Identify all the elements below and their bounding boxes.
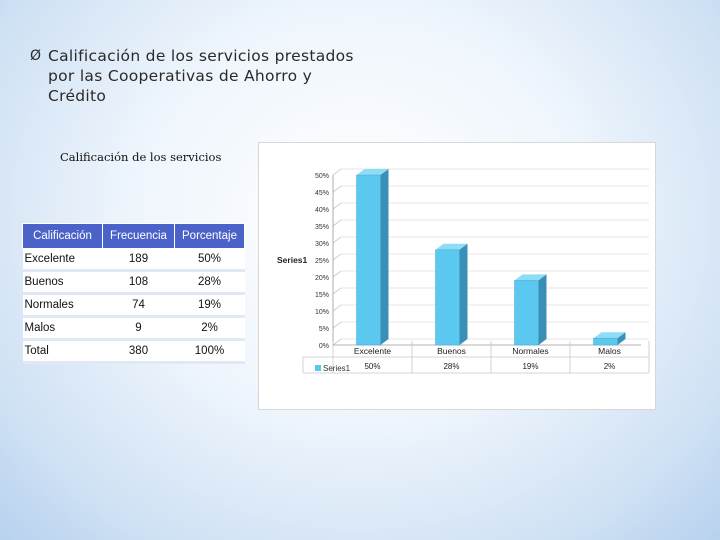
bar: [435, 249, 460, 346]
table-row: Total 380 100%: [22, 339, 245, 364]
data-table-value: 19%: [522, 362, 538, 371]
x-category-label: Excelente: [354, 346, 392, 356]
bar-top: [514, 274, 547, 281]
y-tick-label: 30%: [315, 241, 329, 248]
y-tick-label: 0%: [319, 343, 329, 350]
row-frequency: 189: [102, 248, 175, 272]
header-porcentaje: Porcentaje: [174, 223, 245, 249]
row-percent: 50%: [174, 248, 245, 272]
y-tick-label: 35%: [315, 224, 329, 231]
bar: [356, 174, 381, 346]
bar-side: [380, 169, 389, 345]
gridline-side: [332, 253, 342, 261]
table-row: Malos 9 2%: [22, 316, 245, 341]
y-tick-label: 50%: [315, 173, 329, 180]
bar-top: [435, 243, 468, 250]
bar-top: [593, 332, 626, 339]
gridline-side: [332, 338, 342, 346]
table-header-row: Calificación Frecuencia Porcentaje: [22, 223, 245, 249]
gridline-side: [332, 321, 342, 329]
y-tick-label: 20%: [315, 275, 329, 282]
heading-line-1: Calificación de los servicios prestados: [48, 47, 354, 65]
y-tick-label: 25%: [315, 258, 329, 265]
bar: [514, 280, 539, 346]
row-frequency: 380: [102, 339, 175, 364]
gridline-side: [332, 219, 342, 227]
legend-label: Series1: [323, 364, 351, 373]
heading-line-2: por las Cooperativas de Ahorro y: [48, 67, 313, 85]
gridline-side: [332, 270, 342, 278]
bar-chart: 0% 5% 10% 15% 20% 25% 30% 35% 40% 45% 50% Excelent…: [277, 168, 650, 374]
y-tick-label: 15%: [315, 292, 329, 299]
section-title: Calificación de los servicios: [60, 150, 222, 164]
gridline-side: [332, 185, 342, 193]
row-percent: 2%: [174, 316, 245, 341]
table-row: Buenos 108 28%: [22, 270, 245, 295]
bar-top: [356, 169, 389, 175]
row-frequency: 108: [102, 270, 175, 295]
axis-title: Series1: [277, 255, 308, 265]
frequency-table: Calificación Frecuencia Porcentaje Excel…: [22, 223, 245, 364]
x-category-label: Normales: [512, 346, 548, 356]
row-frequency: 9: [102, 316, 175, 341]
gridline-side: [332, 168, 342, 176]
y-tick-label: 10%: [315, 309, 329, 316]
gridline-side: [332, 304, 342, 312]
bar-side: [617, 332, 626, 345]
row-percent: 100%: [174, 339, 245, 364]
slide-heading: Ø Calificación de los servicios prestado…: [30, 46, 430, 106]
table-row: Excelente 189 50%: [22, 248, 245, 272]
bar-side: [538, 274, 547, 345]
x-category-label: Buenos: [437, 346, 466, 356]
row-label: Total: [22, 339, 103, 364]
gridline-side: [332, 287, 342, 295]
x-category-label: Malos: [598, 346, 621, 356]
row-label: Normales: [22, 293, 103, 318]
gridline-side: [332, 236, 342, 244]
row-percent: 28%: [174, 270, 245, 295]
chart-gridlines: [332, 168, 649, 346]
y-tick-label: 40%: [315, 207, 329, 214]
bar-side: [459, 243, 468, 345]
data-table-value: 28%: [443, 362, 459, 371]
y-axis-ticks: 0% 5% 10% 15% 20% 25% 30% 35% 40% 45% 50%: [315, 173, 329, 350]
chart-data-table: Excelente 50% Buenos 28% Normales 19% Malos 2%: [302, 341, 650, 374]
y-tick-label: 5%: [319, 326, 329, 333]
chart-container: 0% 5% 10% 15% 20% 25% 30% 35% 40% 45% 50% Excelent…: [258, 142, 656, 410]
legend-swatch: [315, 365, 321, 371]
bar: [593, 337, 618, 346]
header-calificacion: Calificación: [22, 223, 103, 249]
chart-bars: [356, 169, 626, 346]
header-frecuencia: Frecuencia: [102, 223, 175, 249]
row-frequency: 74: [102, 293, 175, 318]
data-table-value: 2%: [604, 362, 616, 371]
data-table-value: 50%: [364, 362, 380, 371]
heading-line-3: Crédito: [48, 87, 107, 105]
row-label: Buenos: [22, 270, 103, 295]
row-label: Excelente: [22, 248, 103, 272]
arrow-bullet-icon: Ø: [30, 48, 42, 64]
row-label: Malos: [22, 316, 103, 341]
gridline-side: [332, 202, 342, 210]
table-row: Normales 74 19%: [22, 293, 245, 318]
y-tick-label: 45%: [315, 190, 329, 197]
row-percent: 19%: [174, 293, 245, 318]
